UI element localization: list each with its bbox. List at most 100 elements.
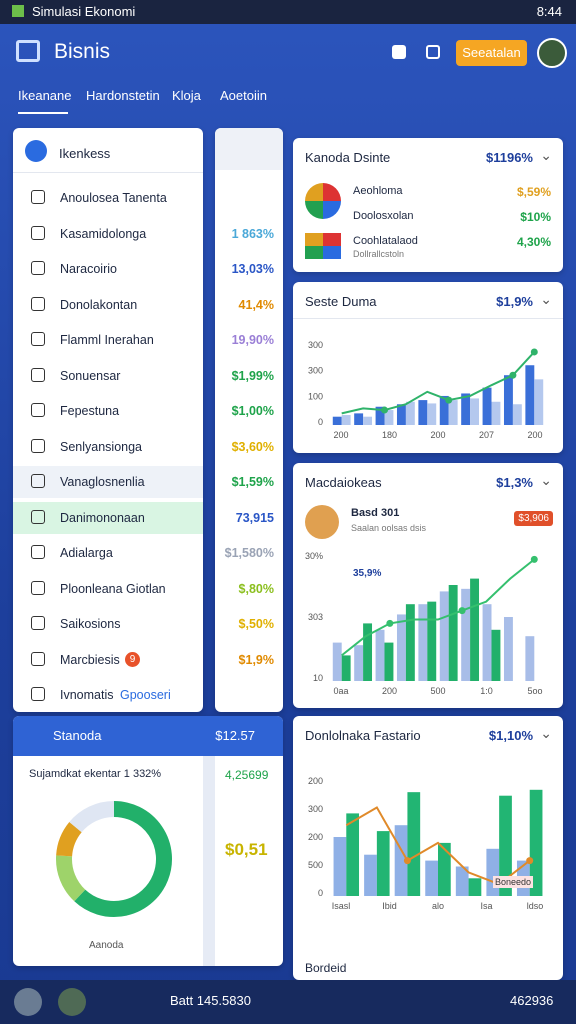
- y-tick-label: 500: [308, 860, 323, 870]
- chart-tag: Boneedo: [493, 876, 534, 888]
- bar: [396, 404, 406, 425]
- bar: [534, 379, 544, 425]
- row-value: $,59%: [516, 185, 551, 199]
- tab-indicator: [18, 112, 68, 114]
- menu-item-icon: [31, 509, 45, 524]
- row-value: $10%: [520, 210, 551, 224]
- row-icon: [305, 183, 341, 219]
- card-value: $1,9%: [496, 294, 533, 309]
- bar: [491, 629, 501, 681]
- x-tick-label: 207: [479, 430, 494, 440]
- menu-item-label[interactable]: Naracoirio: [60, 262, 117, 276]
- bar: [332, 642, 342, 681]
- bar: [341, 415, 351, 425]
- line-point: [381, 406, 388, 414]
- menu-item-icon: [31, 367, 45, 382]
- menu-item-label[interactable]: Vanaglosnenlia: [60, 475, 145, 489]
- summary-panel: Stanoda $12.57 Sujamdkat ekentar 1 332% 4,2…: [13, 716, 283, 966]
- bar: [341, 655, 351, 681]
- y-tick-label: 303: [308, 612, 323, 622]
- avatar[interactable]: [14, 988, 42, 1016]
- chart: 200 300 200 500 0 Isasl Ibid alo Isa ldso: [308, 776, 544, 911]
- menu-item-label[interactable]: Adialarga: [60, 546, 113, 560]
- y-tick-label: 300: [308, 366, 323, 376]
- bar: [346, 813, 360, 896]
- y-tick-label: 300: [308, 804, 323, 814]
- row-label: Aeohloma: [353, 185, 403, 197]
- bar: [512, 404, 522, 425]
- x-tick-label: 1:0: [480, 686, 493, 696]
- tab[interactable]: Kloja: [172, 88, 201, 103]
- avatar[interactable]: [537, 38, 567, 68]
- bar: [461, 588, 471, 681]
- card: Kanoda Dsinte $1196% ⌄ Aeohloma $,59% Doolosx…: [293, 138, 563, 272]
- menu-item-label[interactable]: Flamml Inerahan: [60, 333, 154, 347]
- menu-item-icon: [31, 616, 45, 630]
- x-tick-label: ldso: [527, 901, 544, 911]
- menu-item-value: $3,60%: [231, 439, 274, 454]
- menu-item-label[interactable]: Senlyansionga: [60, 439, 143, 454]
- bar: [405, 401, 415, 425]
- menu-item-label[interactable]: Donolakontan: [60, 297, 138, 312]
- clock: 8:44: [536, 4, 562, 19]
- card-value: $1196%: [486, 150, 533, 165]
- card-title: Seste Duma: [305, 294, 377, 309]
- icon[interactable]: [426, 45, 440, 59]
- card: Seste Duma $1,9% ⌄ 300 300 100 0 200 180 200 207 20…: [293, 282, 563, 453]
- bar: [375, 629, 385, 681]
- action-button[interactable]: Seeatalan: [456, 40, 527, 66]
- x-tick-label: 180: [382, 430, 397, 440]
- menu-item-value: 73,915: [235, 510, 274, 525]
- line-point: [458, 607, 466, 615]
- menu-item-label[interactable]: Sonuensar: [60, 368, 121, 383]
- line-point: [526, 857, 534, 865]
- card-value: $1,10%: [488, 728, 533, 743]
- bar: [503, 617, 513, 681]
- summary-figure: 4,25699: [225, 768, 269, 782]
- bar: [363, 416, 373, 425]
- bottom-left-text: Batt 145.5830: [170, 993, 251, 1008]
- summary-amount: $0,51: [225, 840, 268, 859]
- y-tick-label: 0: [318, 417, 323, 427]
- x-tick-label: 5oo: [527, 686, 542, 696]
- x-tick-label: 200: [527, 430, 542, 440]
- row-icon: [305, 233, 341, 259]
- menu-item-value: $1,99%: [231, 368, 274, 383]
- bar: [427, 403, 437, 425]
- bar: [332, 416, 342, 425]
- tab[interactable]: Ikeanane: [18, 88, 72, 103]
- icon[interactable]: [392, 45, 406, 59]
- badge: 9: [125, 651, 140, 667]
- tab[interactable]: Hardonstetin: [86, 88, 160, 103]
- bar: [354, 413, 364, 425]
- bar: [333, 837, 347, 896]
- menu-item-label[interactable]: Ploonleana Giotlan: [60, 581, 166, 596]
- bar: [427, 601, 437, 681]
- menu-item-label[interactable]: Ivnomatis: [60, 688, 114, 702]
- menu-item-label[interactable]: Saikosions: [60, 617, 121, 631]
- note: 35,9%: [353, 568, 382, 579]
- menu-item-label[interactable]: Kasamidolonga: [60, 226, 147, 241]
- menu-item-label[interactable]: Marcbiesis: [60, 652, 120, 667]
- bar: [461, 393, 471, 425]
- chevron: ⌄: [540, 291, 552, 307]
- tab[interactable]: Aoetoiin: [220, 88, 267, 103]
- menu-item-label[interactable]: Anoulosea Tanenta: [60, 191, 167, 205]
- bottom-right-text: 462936: [510, 993, 554, 1008]
- status-bar: Simulasi Ekonomi 8:44: [0, 0, 576, 24]
- y-tick-label: 200: [308, 832, 323, 842]
- menu-item-label[interactable]: Fepestuna: [60, 404, 120, 418]
- bar: [482, 387, 492, 425]
- x-tick-label: 200: [430, 430, 445, 440]
- line-point: [445, 396, 453, 404]
- row-value: 4,30%: [516, 235, 551, 249]
- menu-item-label[interactable]: Danimononaan: [60, 510, 145, 525]
- value-column: 1 863% 13,03% 41,4% 19,90% $1,99% $1,00% $3,60…: [215, 128, 283, 712]
- line-point: [530, 348, 538, 356]
- chevron: ⌄: [540, 725, 552, 741]
- row-label: Doolosxolan: [353, 210, 414, 222]
- menu-item-icon: [31, 687, 45, 701]
- summary-value: $12.57: [215, 728, 255, 743]
- avatar[interactable]: [58, 988, 86, 1016]
